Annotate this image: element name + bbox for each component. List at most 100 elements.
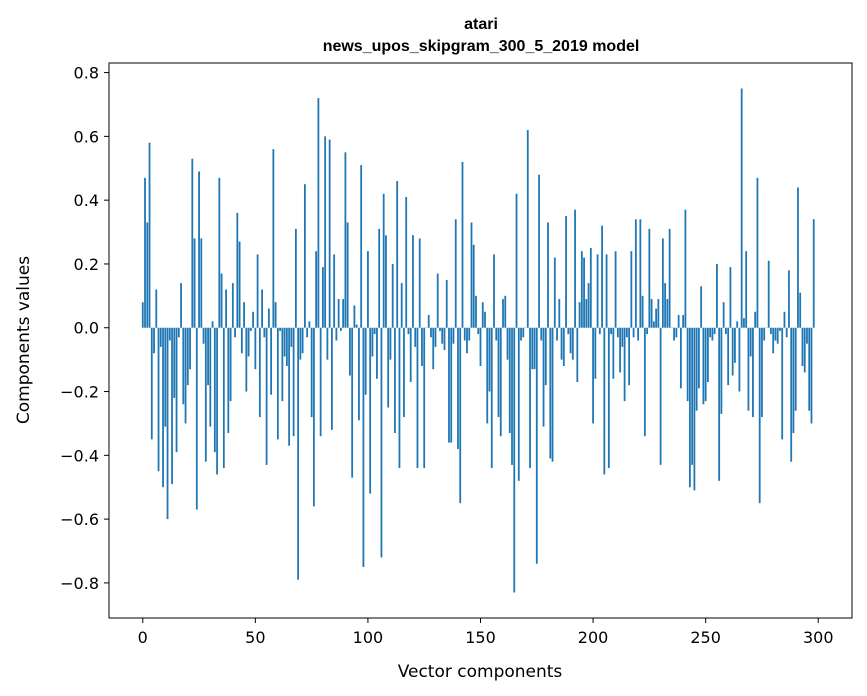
x-tick-label: 100: [353, 628, 384, 647]
y-tick-label: −0.4: [60, 446, 99, 465]
bar: [589, 248, 592, 328]
bar: [558, 299, 561, 328]
bar: [423, 327, 426, 469]
bar: [682, 314, 685, 328]
bar: [711, 327, 714, 341]
bar: [553, 257, 556, 328]
bar: [698, 327, 700, 389]
bar: [463, 327, 466, 341]
bar: [803, 327, 806, 373]
bar: [249, 327, 252, 331]
bar: [700, 286, 703, 328]
bar: [319, 327, 322, 437]
bar: [292, 327, 295, 437]
bar: [693, 327, 696, 491]
x-tick-label: 200: [578, 628, 609, 647]
bar: [283, 327, 286, 357]
bar: [734, 327, 736, 363]
x-tick-label: 250: [690, 628, 721, 647]
bar: [378, 228, 381, 328]
bar: [225, 289, 227, 328]
bar: [533, 327, 536, 370]
x-tick-label: 0: [138, 628, 148, 647]
bar: [686, 327, 689, 402]
bar: [576, 327, 579, 382]
bar: [727, 327, 730, 386]
bar: [729, 267, 732, 328]
bar: [171, 327, 173, 485]
bar: [675, 327, 678, 338]
bar: [247, 327, 250, 357]
y-tick-label: 0.0: [74, 319, 99, 338]
bar: [254, 327, 257, 370]
bar: [155, 289, 158, 328]
bar: [720, 327, 723, 414]
bar: [785, 327, 788, 338]
bar: [542, 327, 545, 427]
bar: [349, 327, 351, 376]
bar: [306, 327, 309, 338]
bar: [540, 327, 543, 341]
bar: [578, 302, 581, 328]
bar: [607, 327, 610, 469]
bar: [781, 327, 784, 440]
y-axis-ticks: −0.8 −0.6 −0.4 −0.2 0.0 0.2 0.4 0.6 0.8: [60, 64, 109, 593]
bar: [767, 260, 770, 328]
bar: [684, 209, 687, 328]
bar: [704, 327, 707, 402]
bar: [346, 222, 349, 328]
bar: [515, 193, 518, 328]
bar: [749, 327, 752, 357]
bar: [310, 327, 313, 418]
bar: [153, 327, 155, 354]
bar: [326, 327, 329, 360]
y-tick-label: 0.6: [74, 127, 99, 146]
bar: [263, 327, 266, 338]
bar: [227, 327, 230, 433]
bar: [567, 327, 570, 335]
bar: [691, 327, 694, 465]
bar: [472, 244, 475, 328]
bar: [191, 158, 194, 328]
y-tick-label: −0.8: [60, 574, 99, 593]
bar: [484, 311, 486, 328]
bar: [695, 327, 698, 411]
bar: [281, 327, 284, 402]
bar: [294, 228, 297, 328]
bar: [391, 263, 394, 328]
bar: [688, 327, 691, 488]
bar: [490, 327, 493, 469]
bar: [585, 299, 588, 328]
bar: [639, 219, 642, 328]
bar: [520, 327, 522, 341]
bar: [488, 327, 491, 392]
bar: [443, 327, 446, 351]
bar: [373, 327, 376, 335]
bar: [418, 238, 421, 328]
bar: [486, 327, 489, 424]
bar: [621, 327, 624, 347]
bar: [245, 327, 248, 392]
x-axis-label: Vector components: [398, 662, 563, 682]
bar: [637, 327, 640, 341]
bar: [436, 273, 439, 328]
bar: [535, 327, 538, 564]
bar: [385, 235, 387, 328]
bar: [202, 327, 205, 344]
bar: [367, 251, 369, 328]
bar: [740, 88, 743, 328]
bar: [403, 327, 405, 418]
bar: [718, 327, 721, 481]
bar: [511, 327, 513, 465]
bar: [337, 299, 340, 328]
bar: [389, 327, 392, 360]
bar: [466, 327, 468, 354]
bar: [499, 327, 502, 437]
bar: [312, 327, 315, 507]
bar: [331, 327, 333, 430]
bar: [457, 327, 459, 449]
bar: [605, 254, 608, 328]
bar: [799, 292, 802, 328]
bar: [297, 327, 300, 580]
bar: [200, 238, 203, 328]
